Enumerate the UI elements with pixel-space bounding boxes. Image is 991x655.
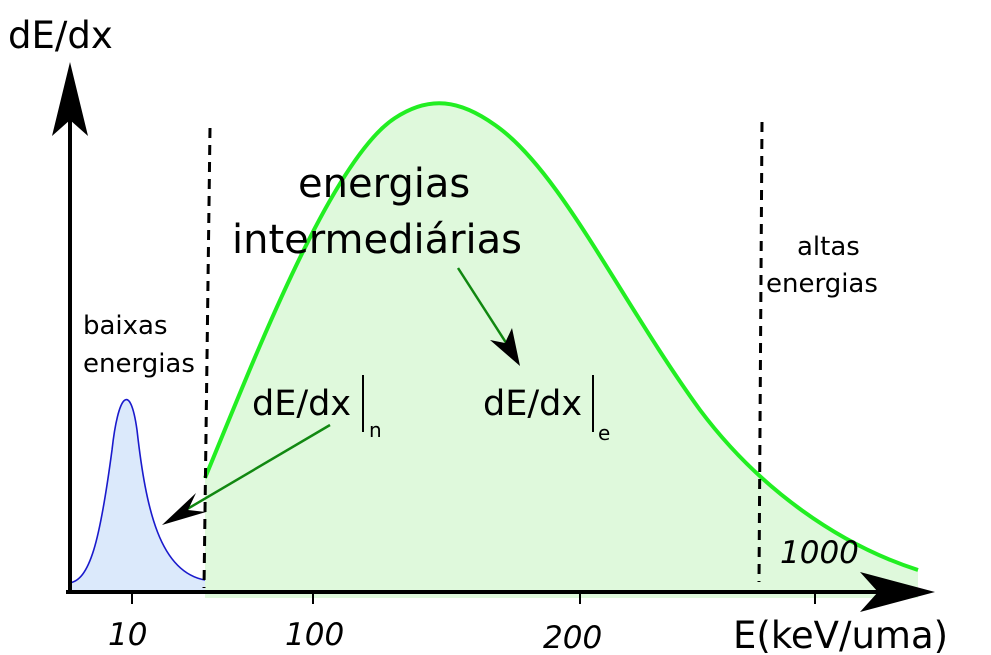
y-axis-arrowhead xyxy=(52,62,88,136)
electronic-pointer-arrow xyxy=(456,267,514,353)
nuclear-curve-fill xyxy=(68,399,205,590)
y-axis-label: dE/dx xyxy=(8,14,113,57)
intermediate-label-line1: energias xyxy=(298,161,470,207)
high-energy-divider xyxy=(757,121,764,583)
low-energy-label-line1: baixas xyxy=(83,311,168,341)
x-tick-label-1000: 1000 xyxy=(780,535,859,571)
electronic-pointer-arrowhead xyxy=(490,328,520,366)
nuclear-pointer-arrowhead xyxy=(162,493,206,525)
nuclear-pointer-arrow xyxy=(171,423,331,520)
electronic-label: dE/dx xyxy=(483,384,582,424)
high-energy-label-line2: energias xyxy=(766,269,878,299)
x-tick-label-10: 10 xyxy=(108,617,147,653)
nuclear-label: dE/dx xyxy=(252,384,351,424)
x-axis-arrowhead xyxy=(860,572,935,612)
high-energy-label-line1: altas xyxy=(797,232,860,262)
x-tick-label-100: 100 xyxy=(285,617,344,653)
nuclear-curve xyxy=(67,398,206,584)
low-energy-divider xyxy=(202,127,212,589)
electronic-label-subscript: e xyxy=(598,421,610,445)
x-axis-label: E(keV/uma) xyxy=(733,614,948,655)
nuclear-label-subscript: n xyxy=(369,418,382,442)
electronic-curve-fill xyxy=(205,103,918,598)
x-tick-label-200: 200 xyxy=(543,620,602,655)
electronic-curve xyxy=(203,101,919,572)
low-energy-label-line2: energias xyxy=(83,349,195,379)
intermediate-label-line2: intermediárias xyxy=(232,217,522,263)
